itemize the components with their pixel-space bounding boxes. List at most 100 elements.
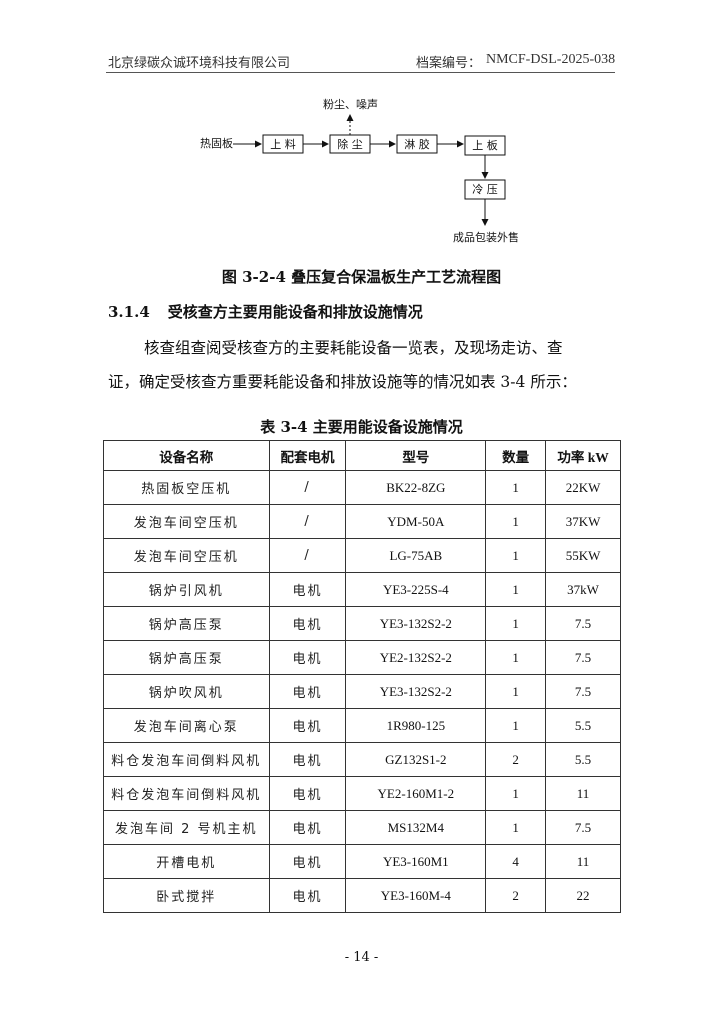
quantity-cell: 1 — [485, 538, 547, 573]
col-header: 数量 — [485, 440, 547, 471]
col-header: 功率 kW — [545, 440, 621, 471]
model-cell: YDM-50A — [345, 504, 487, 539]
model-cell: YE3-132S2-2 — [345, 606, 487, 641]
power-cell: 11 — [545, 844, 621, 879]
model-cell: YE3-160M-4 — [345, 878, 487, 913]
quantity-cell: 1 — [485, 504, 547, 539]
flow-output: 成品包装外售 — [453, 230, 519, 244]
model-cell: YE3-132S2-2 — [345, 674, 487, 709]
col-header: 型号 — [345, 440, 487, 471]
model-cell: MS132M4 — [345, 810, 487, 845]
paragraph-line: 证，确定受核查方重要耗能设备和排放设施等的情况如表 3-4 所示： — [108, 373, 577, 391]
table-row: 发泡车间空压机 / YDM-50A 1 37KW — [103, 504, 621, 539]
motor-cell: 电机 — [268, 708, 347, 743]
power-cell: 11 — [545, 776, 621, 811]
flow-step: 上 板 — [472, 138, 498, 152]
quantity-cell: 1 — [485, 606, 547, 641]
motor-cell: 电机 — [268, 844, 347, 879]
power-cell: 7.5 — [545, 606, 621, 641]
table-row: 料仓发泡车间倒料风机 电机 GZ132S1-2 2 5.5 — [103, 742, 621, 777]
motor-cell: / — [268, 470, 347, 505]
page-number: - 14 - — [344, 950, 379, 965]
equipment-name-cell: 开槽电机 — [103, 844, 270, 879]
quantity-cell: 2 — [485, 878, 547, 913]
process-flow-diagram: 热固板 上 料 除 尘 粉尘、噪声 淋 胶 上 板 冷 压 成品包装外售 — [200, 97, 519, 244]
equipment-name-cell: 料仓发泡车间倒料风机 — [103, 742, 270, 777]
model-cell: LG-75AB — [345, 538, 487, 573]
model-cell: YE3-225S-4 — [345, 572, 487, 607]
flow-step: 冷 压 — [472, 183, 498, 196]
equipment-name-cell: 锅炉吹风机 — [103, 674, 270, 709]
motor-cell: 电机 — [268, 878, 347, 913]
equipment-name-cell: 发泡车间离心泵 — [103, 708, 270, 743]
table-caption: 表 3-4 主要用能设备设施情况 — [260, 418, 463, 436]
flow-step: 淋 胶 — [404, 137, 430, 151]
quantity-cell: 4 — [485, 844, 547, 879]
power-cell: 22KW — [545, 470, 621, 505]
quantity-cell: 1 — [485, 470, 547, 505]
motor-cell: 电机 — [268, 606, 347, 641]
section-heading: 3.1.4 受核查方主要用能设备和排放设施情况 — [108, 301, 423, 322]
table-row: 发泡车间离心泵 电机 1R980-125 1 5.5 — [103, 708, 621, 743]
power-cell: 5.5 — [545, 708, 621, 743]
table-row: 锅炉高压泵 电机 YE2-132S2-2 1 7.5 — [103, 640, 621, 675]
equipment-name-cell: 料仓发泡车间倒料风机 — [103, 776, 270, 811]
table-row: 发泡车间 2 号机主机 电机 MS132M4 1 7.5 — [103, 810, 621, 845]
table-header-row: 设备名称 配套电机 型号 数量 功率 kW — [103, 440, 621, 471]
quantity-cell: 1 — [485, 572, 547, 607]
power-cell: 7.5 — [545, 810, 621, 845]
equipment-name-cell: 热固板空压机 — [103, 470, 270, 505]
table-row: 发泡车间空压机 / LG-75AB 1 55KW — [103, 538, 621, 573]
table-row: 开槽电机 电机 YE3-160M1 4 11 — [103, 844, 621, 879]
flow-emission: 粉尘、噪声 — [323, 97, 378, 111]
section-title: 受核查方主要用能设备和排放设施情况 — [167, 303, 423, 321]
flow-input: 热固板 — [200, 136, 233, 150]
power-cell: 5.5 — [545, 742, 621, 777]
header-company: 北京绿碳众诚环境科技有限公司 — [108, 56, 291, 71]
motor-cell: 电机 — [268, 572, 347, 607]
quantity-cell: 1 — [485, 708, 547, 743]
equipment-name-cell: 锅炉高压泵 — [103, 606, 270, 641]
col-header: 配套电机 — [268, 440, 347, 471]
header-archive-label: 档案编号： — [416, 56, 482, 71]
model-cell: YE3-160M1 — [345, 844, 487, 879]
section-number: 3.1.4 — [108, 303, 150, 321]
equipment-name-cell: 发泡车间 2 号机主机 — [103, 810, 270, 845]
quantity-cell: 1 — [485, 674, 547, 709]
equipment-name-cell: 卧式搅拌 — [103, 878, 270, 913]
figure-caption: 图 3-2-4 叠压复合保温板生产工艺流程图 — [221, 268, 502, 286]
motor-cell: 电机 — [268, 810, 347, 845]
flow-step: 上 料 — [270, 137, 296, 151]
equipment-name-cell: 发泡车间空压机 — [103, 504, 270, 539]
header-archive-no: NMCF-DSL-2025-038 — [486, 52, 616, 67]
model-cell: BK22-8ZG — [345, 470, 487, 505]
power-cell: 7.5 — [545, 640, 621, 675]
power-cell: 22 — [545, 878, 621, 913]
power-cell: 37KW — [545, 504, 621, 539]
quantity-cell: 1 — [485, 776, 547, 811]
table-row: 热固板空压机 / BK22-8ZG 1 22KW — [103, 470, 621, 505]
motor-cell: / — [268, 538, 347, 573]
equipment-name-cell: 锅炉高压泵 — [103, 640, 270, 675]
power-cell: 37kW — [545, 572, 621, 607]
header-rule — [106, 72, 615, 73]
motor-cell: / — [268, 504, 347, 539]
paragraph-line: 核查组查阅受核查方的主要耗能设备一览表，及现场走访、查 — [144, 339, 563, 357]
motor-cell: 电机 — [268, 776, 347, 811]
power-cell: 55KW — [545, 538, 621, 573]
quantity-cell: 1 — [485, 640, 547, 675]
motor-cell: 电机 — [268, 640, 347, 675]
model-cell: YE2-160M1-2 — [345, 776, 487, 811]
model-cell: 1R980-125 — [345, 708, 487, 743]
table-row: 料仓发泡车间倒料风机 电机 YE2-160M1-2 1 11 — [103, 776, 621, 811]
flow-step: 除 尘 — [337, 137, 363, 151]
table-row: 锅炉高压泵 电机 YE3-132S2-2 1 7.5 — [103, 606, 621, 641]
table-row: 卧式搅拌 电机 YE3-160M-4 2 22 — [103, 878, 621, 913]
motor-cell: 电机 — [268, 674, 347, 709]
table-row: 锅炉吹风机 电机 YE3-132S2-2 1 7.5 — [103, 674, 621, 709]
table-row: 锅炉引风机 电机 YE3-225S-4 1 37kW — [103, 572, 621, 607]
equipment-name-cell: 发泡车间空压机 — [103, 538, 270, 573]
quantity-cell: 1 — [485, 810, 547, 845]
equipment-name-cell: 锅炉引风机 — [103, 572, 270, 607]
quantity-cell: 2 — [485, 742, 547, 777]
